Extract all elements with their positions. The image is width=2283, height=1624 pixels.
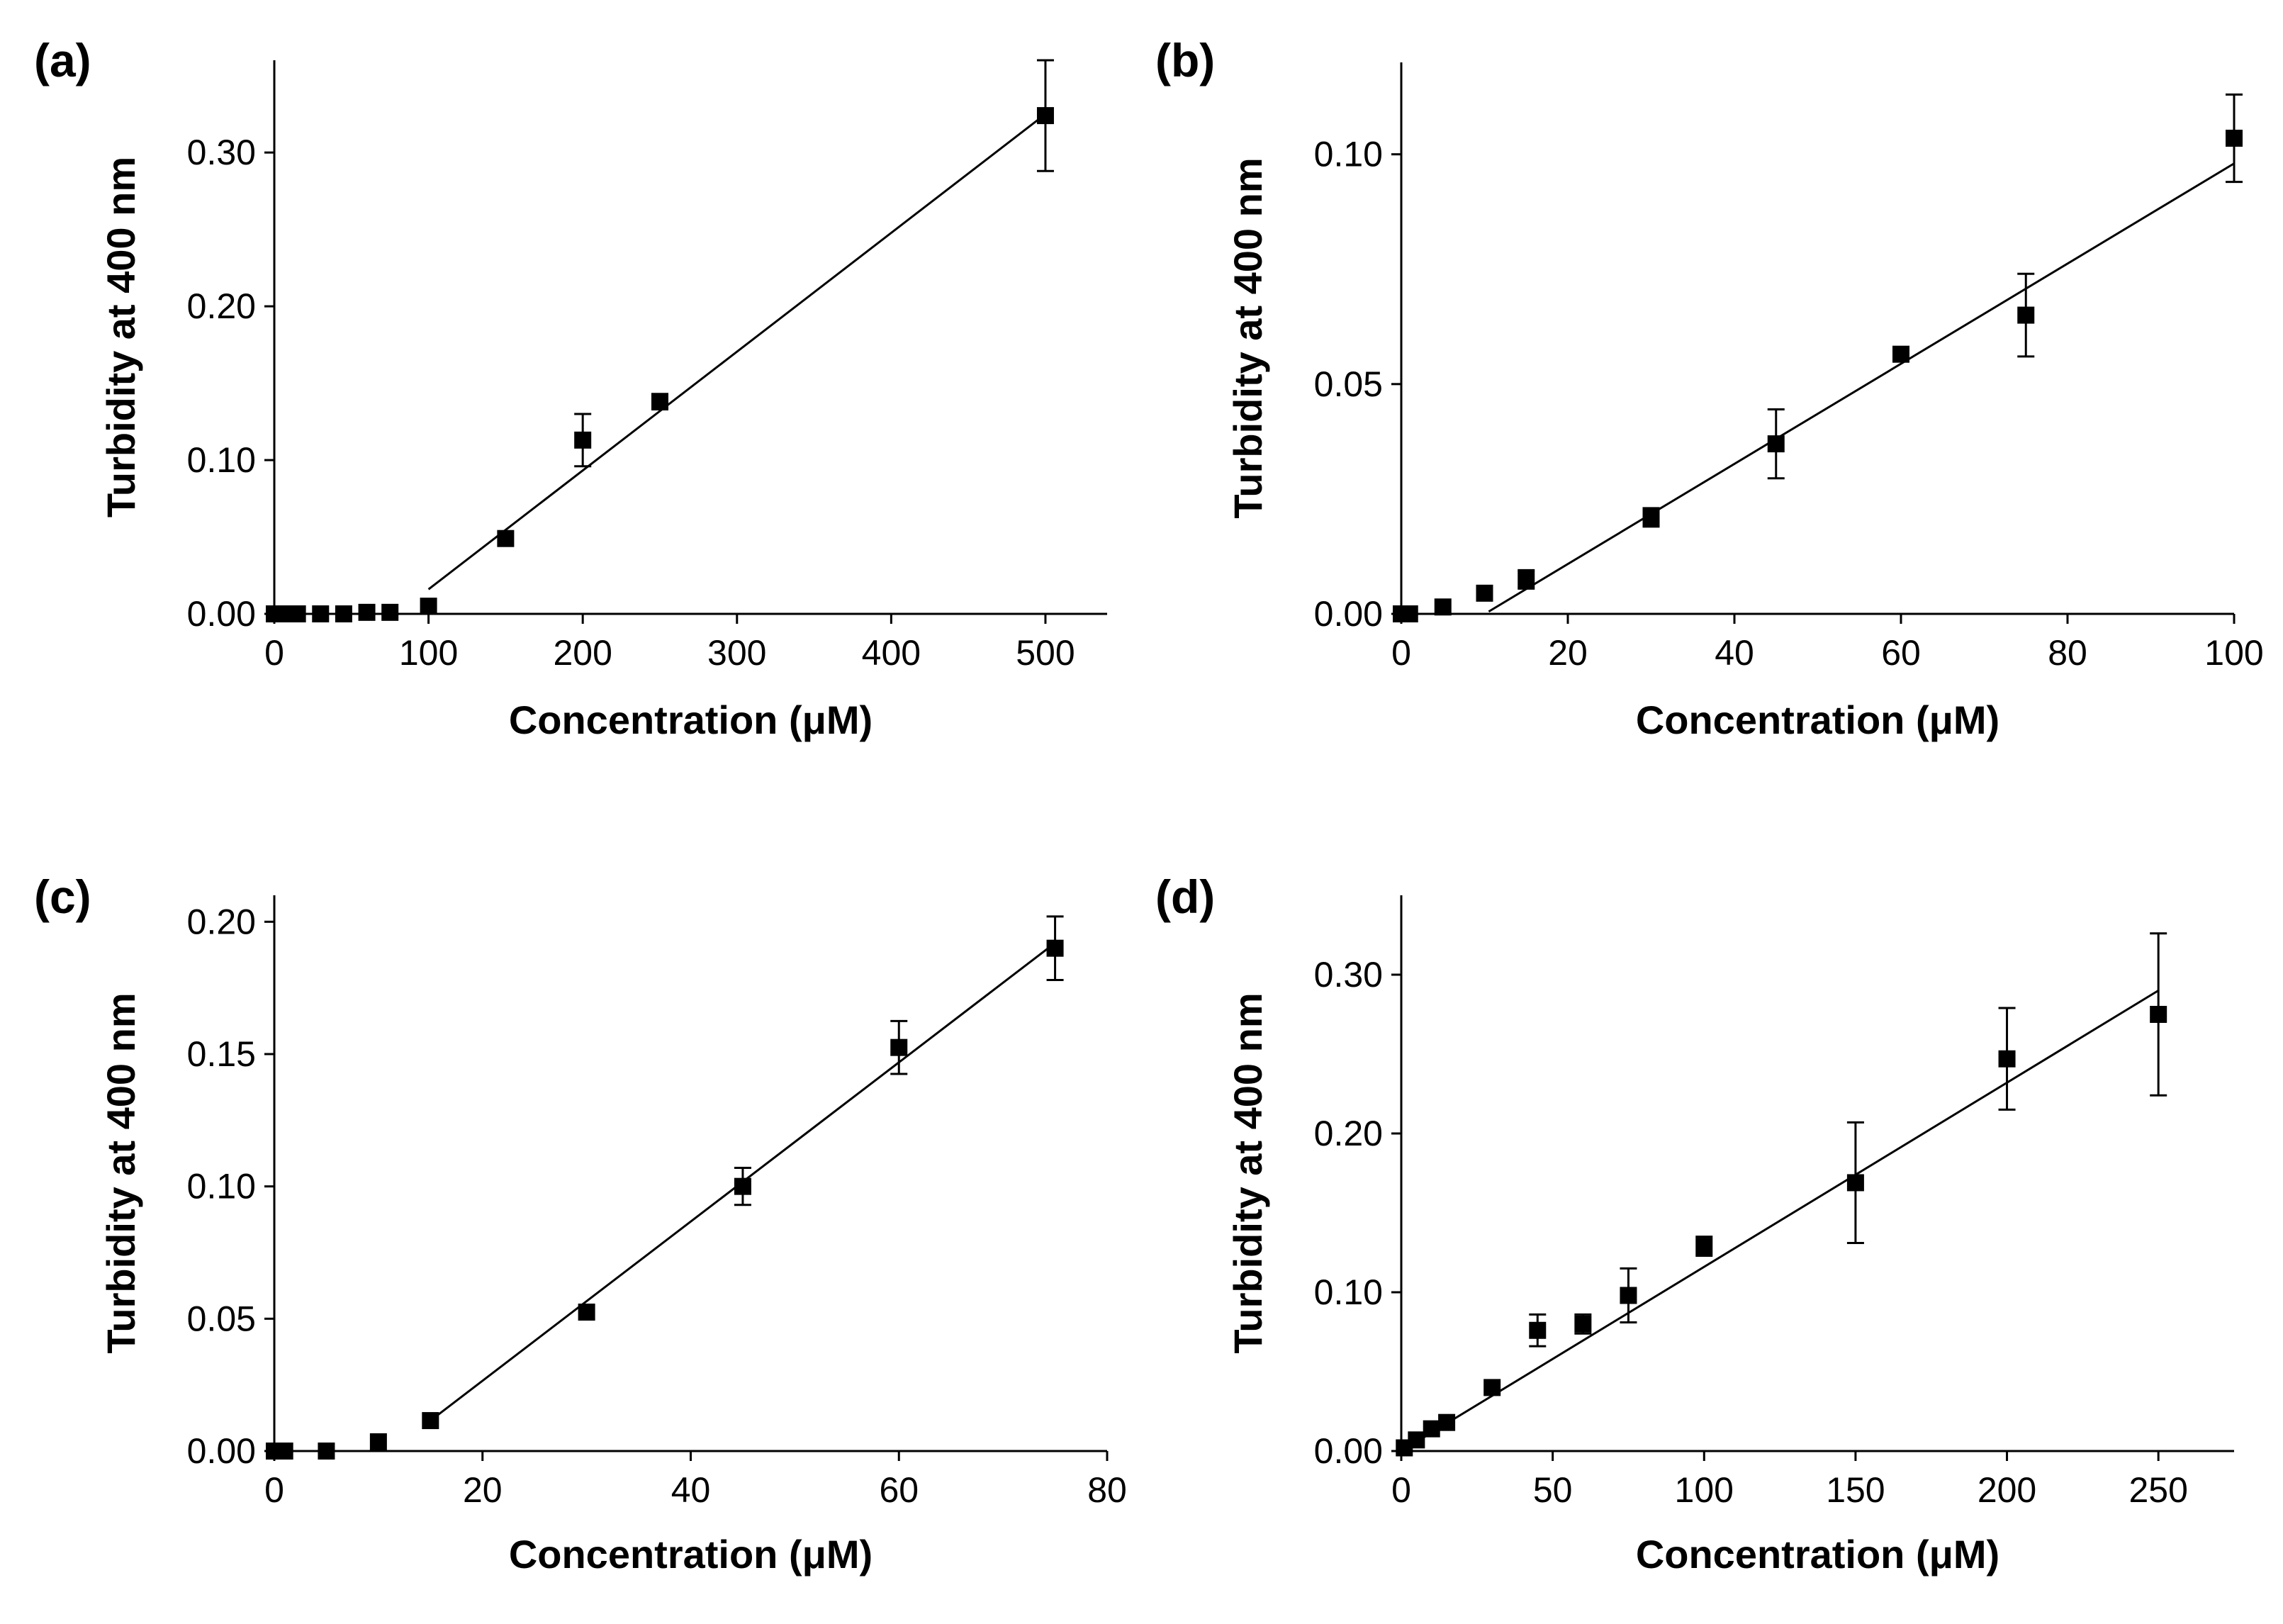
data-point [335, 605, 352, 622]
y-tick-label: 0.10 [187, 1167, 256, 1206]
x-tick-label: 400 [862, 633, 921, 673]
x-axis-title: Concentration (μM) [509, 1532, 873, 1577]
data-point [734, 1177, 751, 1195]
y-tick-label: 0.00 [1314, 1431, 1383, 1471]
x-tick-label: 100 [399, 633, 458, 673]
fit-line [1488, 162, 2235, 613]
x-axis-title: Concentration (μM) [509, 698, 873, 742]
y-tick-label: 0.10 [1314, 1272, 1383, 1312]
data-point [1846, 1174, 1864, 1192]
data-point [1767, 435, 1785, 453]
data-point [1574, 1315, 1592, 1333]
data-point [422, 1412, 439, 1430]
data-point [1046, 939, 1064, 957]
fit-line [1401, 990, 2159, 1452]
panel-label-b: (b) [1155, 34, 1215, 86]
x-tick-label: 100 [1675, 1470, 1734, 1510]
x-tick-label: 150 [1826, 1470, 1885, 1510]
data-point [651, 393, 668, 410]
data-point [420, 598, 437, 615]
y-tick-label: 0.30 [187, 133, 256, 172]
data-point [1408, 1431, 1425, 1449]
x-tick-label: 100 [2204, 633, 2263, 673]
panel-label-a: (a) [34, 34, 91, 86]
x-tick-label: 40 [1715, 633, 1754, 673]
x-tick-label: 40 [671, 1470, 711, 1510]
data-point [369, 1433, 387, 1450]
data-point [312, 605, 330, 622]
data-point [1695, 1238, 1713, 1255]
y-tick-label: 0.10 [187, 440, 256, 480]
data-point [1620, 1287, 1637, 1304]
data-point [1518, 571, 1535, 588]
data-point [1483, 1379, 1501, 1396]
y-tick-label: 0.00 [187, 594, 256, 634]
data-point [2017, 306, 2035, 324]
data-point [276, 1443, 293, 1460]
x-tick-label: 200 [553, 633, 612, 673]
data-point [1401, 605, 1418, 622]
data-point [1423, 1420, 1440, 1438]
x-tick-label: 50 [1533, 1470, 1573, 1510]
data-point [578, 1304, 595, 1321]
y-tick-label: 0.05 [187, 1299, 256, 1338]
x-tick-label: 250 [2128, 1470, 2187, 1510]
y-tick-label: 0.30 [1314, 955, 1383, 995]
y-tick-label: 0.00 [1314, 594, 1383, 634]
data-point [1529, 1321, 1547, 1339]
data-point [890, 1038, 908, 1056]
chart-panel-a: (a) 0 100 200 300 400 500 0.00 0.10 0.20 0.30 Conce… [34, 34, 1107, 742]
x-tick-label: 60 [879, 1470, 919, 1510]
data-point [574, 431, 592, 449]
panel-label-d: (d) [1155, 870, 1215, 923]
data-point [2150, 1006, 2167, 1023]
x-tick-label: 200 [1978, 1470, 2036, 1510]
data-point [1438, 1413, 1456, 1431]
chart-panel-b: (b) 0 20 40 60 80 100 0.00 0.05 0.10 Concentration… [1155, 34, 2264, 742]
x-axis-title: Concentration (μM) [1636, 1532, 1999, 1577]
data-point [1642, 508, 1660, 526]
data-point [1036, 107, 1054, 125]
data-point [1434, 598, 1452, 616]
x-tick-label: 20 [463, 1470, 503, 1510]
x-tick-label: 80 [2048, 633, 2087, 673]
y-tick-label: 0.00 [187, 1431, 256, 1471]
data-point [288, 605, 306, 622]
x-tick-label: 0 [1391, 1470, 1411, 1510]
fit-line [427, 113, 1046, 590]
y-tick-label: 0.20 [187, 902, 256, 941]
x-tick-label: 500 [1016, 633, 1075, 673]
data-point [318, 1443, 335, 1460]
y-tick-label: 0.10 [1314, 135, 1383, 174]
chart-panel-c: (c) 0 20 40 60 80 0.00 0.05 0.10 0.15 0.20 Concentr… [34, 870, 1127, 1577]
x-tick-label: 300 [707, 633, 766, 673]
panel-label-c: (c) [34, 870, 91, 923]
x-tick-label: 60 [1881, 633, 1921, 673]
y-axis-title: Turbidity at 400 nm [1225, 157, 1270, 518]
y-axis-title: Turbidity at 400 nm [99, 157, 143, 517]
x-tick-label: 20 [1548, 633, 1588, 673]
data-point [497, 530, 515, 547]
y-tick-label: 0.15 [187, 1034, 256, 1074]
y-tick-label: 0.05 [1314, 364, 1383, 404]
y-axis-title: Turbidity at 400 nm [1225, 992, 1270, 1353]
y-tick-label: 0.20 [187, 286, 256, 326]
chart-panel-d: (d) 0 50 100 150 200 250 0.00 0.10 0.20 0.30 Concen… [1155, 870, 2234, 1577]
x-axis-title: Concentration (μM) [1636, 698, 1999, 742]
x-tick-label: 80 [1087, 1470, 1127, 1510]
data-point [2226, 129, 2243, 147]
data-point [1892, 345, 1909, 363]
x-tick-label: 0 [264, 633, 284, 673]
data-point [381, 603, 399, 621]
data-point [358, 603, 376, 621]
y-axis-title: Turbidity at 400 nm [99, 992, 143, 1353]
x-tick-label: 0 [1391, 633, 1411, 673]
data-point [1998, 1050, 2016, 1068]
y-tick-label: 0.20 [1314, 1114, 1383, 1153]
data-point [1476, 584, 1493, 602]
x-tick-label: 0 [264, 1470, 284, 1510]
